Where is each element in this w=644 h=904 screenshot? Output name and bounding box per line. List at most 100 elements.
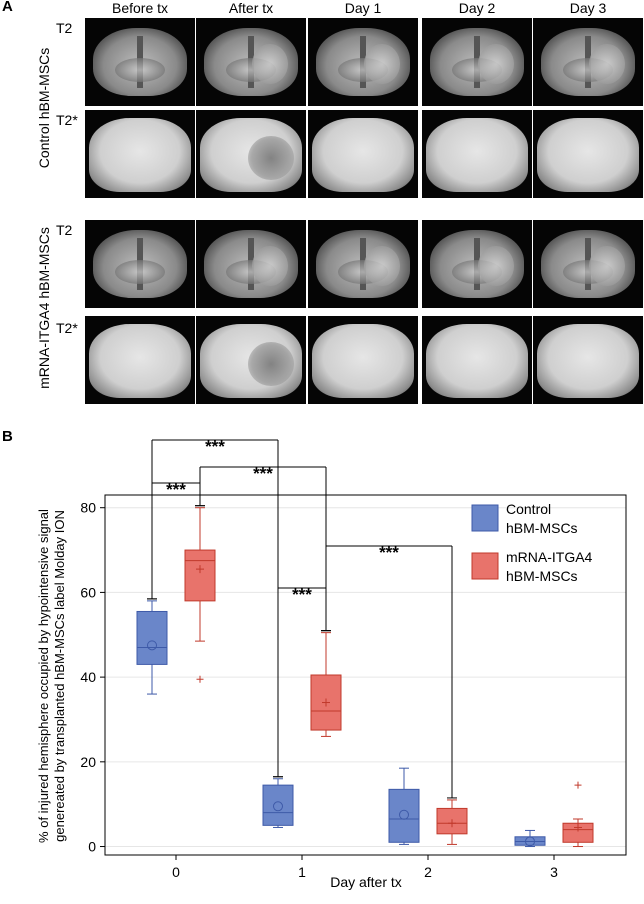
significance-label: *** <box>253 464 273 483</box>
column-header-after-tx: After tx <box>228 0 274 16</box>
chart-gridlines <box>105 507 626 848</box>
mri-scan-image <box>85 18 195 106</box>
chart-boxes <box>136 507 594 848</box>
box-plot-chart: *** *** *** *** *** 0 20 40 60 80 0 1 2 3 % of injur… <box>36 437 627 890</box>
significance-label: *** <box>292 585 312 604</box>
mean-marker <box>147 640 157 651</box>
mri-scan-image <box>533 18 643 106</box>
lesion-region <box>364 44 400 84</box>
significance-brackets: *** *** *** *** *** <box>147 437 457 799</box>
box-itga4-day-3 <box>562 781 594 848</box>
box-control-day-1 <box>262 778 294 828</box>
chart-legend: Control hBM-MSCs mRNA-ITGA4 hBM-MSCs <box>471 501 593 584</box>
mri-scan-image <box>422 220 532 308</box>
brain-slice <box>537 324 639 398</box>
brain-slice <box>89 324 191 398</box>
box-control-day-0 <box>136 600 168 695</box>
mri-scan-image <box>196 220 306 308</box>
x-tick-label: 2 <box>424 864 432 880</box>
column-header-day-1: Day 1 <box>344 0 382 16</box>
sequence-label-t2: T2 <box>56 20 73 36</box>
lesion-region <box>252 44 288 84</box>
hypointense-region <box>248 136 294 180</box>
chart-axes: 0 20 40 60 80 0 1 2 3 <box>80 500 558 880</box>
mri-scan-image <box>422 18 532 106</box>
plot-frame <box>104 494 627 856</box>
significance-label: *** <box>166 480 186 499</box>
lesion-region <box>478 246 514 286</box>
legend-label-itga4-line-2: hBM-MSCs <box>506 568 578 584</box>
box-iqr <box>388 788 420 843</box>
box-itga4-day-0 <box>184 507 216 683</box>
mri-scan-image <box>533 110 643 198</box>
lesion-region <box>252 246 288 286</box>
box-iqr <box>562 822 594 843</box>
mri-scan-image <box>308 110 418 198</box>
column-header-day-3: Day 3 <box>569 0 607 16</box>
legend-label-itga4-line-1: mRNA-ITGA4 <box>506 549 593 565</box>
mri-scan-image <box>533 316 643 404</box>
box-itga4-day-1 <box>310 632 342 737</box>
mri-scan-image <box>533 220 643 308</box>
box-iqr <box>136 610 168 665</box>
legend-label-control-line-2: hBM-MSCs <box>506 520 578 536</box>
significance-label: *** <box>379 543 399 562</box>
mri-scan-image <box>422 316 532 404</box>
sequence-label-t2star: T2* <box>56 112 78 128</box>
mean-marker <box>273 801 283 812</box>
group-label-itga4: mRNA-ITGA4 hBM-MSCs <box>36 227 52 389</box>
panel-a-letter: A <box>2 0 13 15</box>
y-axis-label-line-1: % of injured hemisphere occupied by hypo… <box>36 509 51 843</box>
mri-scan-image <box>422 110 532 198</box>
box-iqr <box>184 549 216 602</box>
brain-slice <box>537 118 639 192</box>
box-control-day-2 <box>388 767 420 845</box>
y-tick-label: 80 <box>80 500 96 516</box>
mri-scan-image <box>308 18 418 106</box>
lesion-region <box>589 246 625 286</box>
sequence-label-t2: T2 <box>56 222 73 238</box>
mean-marker <box>525 836 535 847</box>
y-axis-label-line-2: genereated by transplanted hBM-MSCs labe… <box>52 510 67 842</box>
brain-slice <box>430 230 524 298</box>
y-tick-label: 0 <box>88 839 96 855</box>
significance-itga4-d1-d2: *** <box>321 543 457 799</box>
brain-slice <box>93 230 187 298</box>
box-control-day-3 <box>514 829 546 848</box>
mri-scan-image <box>308 316 418 404</box>
mri-scan-image <box>85 110 195 198</box>
brain-slice <box>312 324 414 398</box>
significance-label: *** <box>205 437 225 456</box>
group-label-control: Control hBM-MSCs <box>36 47 52 169</box>
brain-slice <box>312 118 414 192</box>
lesion-region <box>589 44 625 84</box>
mri-scan-image <box>85 316 195 404</box>
box-itga4-day-2 <box>436 799 468 845</box>
y-tick-label: 40 <box>80 669 96 685</box>
brain-slice <box>89 118 191 192</box>
x-axis-label: Day after tx <box>330 874 402 890</box>
x-tick-label: 3 <box>550 864 558 880</box>
mri-scan-image <box>196 18 306 106</box>
significance-d0-groups: *** <box>147 480 205 600</box>
hypointense-region <box>248 342 294 386</box>
brain-slice <box>93 28 187 96</box>
mri-scan-image <box>196 110 306 198</box>
panel-b-letter: B <box>2 428 13 445</box>
legend-swatch-control <box>471 504 499 532</box>
y-tick-label: 20 <box>80 754 96 770</box>
y-tick-label: 60 <box>80 584 96 600</box>
mri-scan-image <box>196 316 306 404</box>
x-tick-label: 1 <box>298 864 306 880</box>
mri-scan-image <box>85 220 195 308</box>
mean-marker <box>399 809 409 820</box>
box-iqr <box>262 784 294 826</box>
mri-scan-image <box>308 220 418 308</box>
legend-label-control-line-1: Control <box>506 501 551 517</box>
lesion-region <box>478 44 514 84</box>
column-header-day-2: Day 2 <box>458 0 496 16</box>
legend-swatch-itga4 <box>471 552 499 580</box>
x-tick-label: 0 <box>172 864 180 880</box>
brain-slice <box>426 118 528 192</box>
sequence-label-t2star: T2* <box>56 320 78 336</box>
